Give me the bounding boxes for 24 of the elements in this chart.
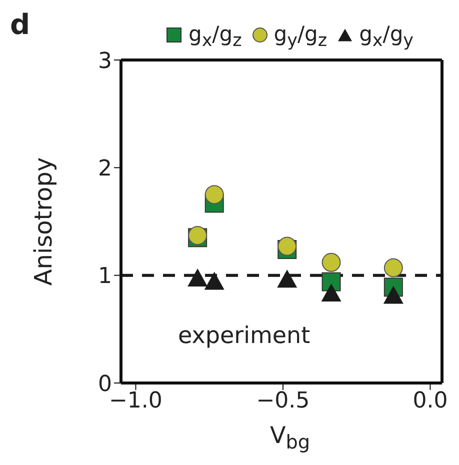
y-tick-label: 2 — [98, 156, 112, 182]
point — [321, 284, 342, 302]
point — [322, 252, 341, 272]
point — [322, 272, 341, 292]
y-tick-label: 1 — [98, 264, 112, 290]
x-axis-title: V$_{bg}$ — [268, 423, 312, 454]
y-tick-label: 3 — [98, 48, 112, 74]
y-tick-label: 0 — [98, 372, 112, 397]
x-tick-label: −1.0 — [109, 388, 162, 414]
point — [277, 270, 298, 288]
annotation: experiment — [178, 323, 310, 349]
y-axis-title: Anisotropy — [30, 157, 58, 286]
point — [383, 286, 404, 304]
legend-label: g$_{x}$/g$_{y}$ — [359, 22, 414, 52]
point — [204, 272, 224, 290]
point — [384, 258, 403, 278]
chart-title: d — [10, 8, 30, 41]
point — [188, 268, 208, 286]
x-tick-label: 0.0 — [412, 388, 448, 414]
x-tick-label: −0.5 — [256, 388, 310, 414]
legend-label: g$_{x}$/g$_{z}$ — [188, 22, 242, 52]
legend-label: g$_{y}$/g$_{z}$ — [274, 22, 328, 52]
point — [204, 185, 224, 204]
point — [278, 236, 297, 256]
